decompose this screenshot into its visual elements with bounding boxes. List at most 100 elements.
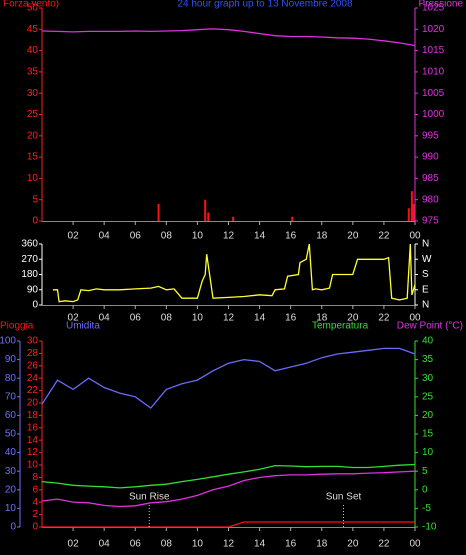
y-tick-label: 0	[32, 216, 38, 227]
y3-tick-label: 22	[27, 385, 39, 396]
y-tick-label: 25	[27, 109, 39, 120]
y-tick-label: 360	[21, 239, 38, 250]
y3-tick-label: 4	[32, 497, 38, 508]
series-label: Dew Point (°C)	[397, 321, 463, 332]
x-tick-label: 10	[192, 539, 204, 550]
y-tick-label: 40	[5, 447, 17, 458]
x-tick-label: 14	[254, 313, 266, 324]
y-tick-label: 0	[10, 522, 16, 533]
x-tick-label: 18	[316, 539, 328, 550]
y3-tick-label: 12	[27, 447, 39, 458]
series-line	[52, 243, 416, 303]
annotation: Sun Set	[326, 492, 362, 503]
y-tick-label: 80	[5, 373, 17, 384]
y2-tick-label: 985	[422, 173, 439, 184]
y2-tick-label: -5	[422, 503, 431, 514]
annotation: Sun Rise	[129, 492, 170, 503]
y2-tick-label: 990	[422, 152, 439, 163]
x-tick-label: 08	[161, 231, 173, 242]
x-tick-label: 06	[130, 539, 142, 550]
y-tick-label: 60	[5, 410, 17, 421]
x-tick-label: 08	[161, 313, 173, 324]
y-tick-label: 35	[27, 67, 39, 78]
y3-tick-label: 0	[32, 522, 38, 533]
series-label: Umidita	[66, 321, 100, 332]
x-tick-label: 12	[223, 231, 235, 242]
y2-tick-label: S	[422, 269, 429, 280]
x-tick-label: 22	[378, 313, 390, 324]
y3-tick-label: 26	[27, 360, 39, 371]
y2-tick-label: 0	[422, 484, 428, 495]
y2-tick-label: 1015	[422, 45, 445, 56]
x-tick-label: 18	[316, 313, 328, 324]
x-tick-label: 00	[409, 231, 421, 242]
bar	[412, 203, 415, 221]
y2-tick-label: 15	[422, 429, 434, 440]
y3-tick-label: 24	[27, 373, 39, 384]
y2-tick-label: 1020	[422, 24, 445, 35]
x-tick-label: 22	[378, 539, 390, 550]
y-tick-label: 5	[32, 194, 38, 205]
y3-tick-label: 14	[27, 435, 39, 446]
y2-tick-label: 975	[422, 216, 439, 227]
y2-tick-label: 1010	[422, 67, 445, 78]
y2-tick-label: 5	[422, 466, 428, 477]
x-tick-label: 06	[130, 313, 142, 324]
x-tick-label: 14	[254, 539, 266, 550]
bar	[232, 216, 235, 221]
x-tick-label: 16	[285, 231, 297, 242]
bar	[291, 216, 294, 221]
y2-tick-label: 1005	[422, 88, 445, 99]
x-tick-label: 10	[192, 231, 204, 242]
x-tick-label: 00	[409, 539, 421, 550]
y2-tick-label: 10	[422, 447, 434, 458]
x-tick-label: 02	[68, 231, 80, 242]
series-line	[41, 463, 416, 489]
x-tick-label: 10	[192, 313, 204, 324]
y2-tick-label: 35	[422, 354, 434, 365]
y3-tick-label: 18	[27, 410, 39, 421]
bar	[407, 208, 410, 221]
y-tick-label: 90	[27, 284, 39, 295]
x-tick-label: 20	[347, 313, 359, 324]
y3-tick-label: 20	[27, 398, 39, 409]
series-line	[41, 347, 416, 409]
x-tick-label: 12	[223, 313, 235, 324]
x-tick-label: 18	[316, 231, 328, 242]
y-tick-label: 180	[21, 269, 38, 280]
series-line	[42, 521, 415, 528]
series-label: Temperatura	[312, 321, 369, 332]
x-tick-label: 20	[347, 539, 359, 550]
y-tick-label: 30	[5, 466, 17, 477]
series-label: Pressione	[419, 0, 464, 10]
y-tick-label: 40	[27, 45, 39, 56]
y3-tick-label: 30	[27, 336, 39, 347]
y-tick-label: 10	[27, 173, 39, 184]
x-tick-label: 04	[99, 313, 111, 324]
x-tick-label: 08	[161, 539, 173, 550]
y2-tick-label: 40	[422, 336, 434, 347]
series-label: Forza vento)	[3, 0, 59, 10]
y2-tick-label: 995	[422, 130, 439, 141]
y3-tick-label: 10	[27, 460, 39, 471]
x-tick-label: 04	[99, 539, 111, 550]
y2-tick-label: 980	[422, 194, 439, 205]
y-tick-label: 10	[5, 503, 17, 514]
y-tick-label: 90	[5, 354, 17, 365]
bar	[157, 203, 160, 221]
y3-tick-label: 2	[32, 509, 38, 520]
y-tick-label: 100	[0, 336, 16, 347]
y-tick-label: 30	[27, 88, 39, 99]
chart-title: 24 hour graph up to 13 Novembre 2008	[177, 0, 353, 10]
y2-tick-label: N	[422, 239, 429, 250]
y2-tick-label: -10	[422, 522, 437, 533]
y3-tick-label: 8	[32, 472, 38, 483]
x-tick-label: 02	[68, 313, 80, 324]
x-tick-label: 02	[68, 539, 80, 550]
y-tick-label: 20	[27, 130, 39, 141]
x-tick-label: 06	[130, 231, 142, 242]
y2-tick-label: 20	[422, 410, 434, 421]
y2-tick-label: 30	[422, 373, 434, 384]
y-tick-label: 50	[27, 3, 39, 14]
